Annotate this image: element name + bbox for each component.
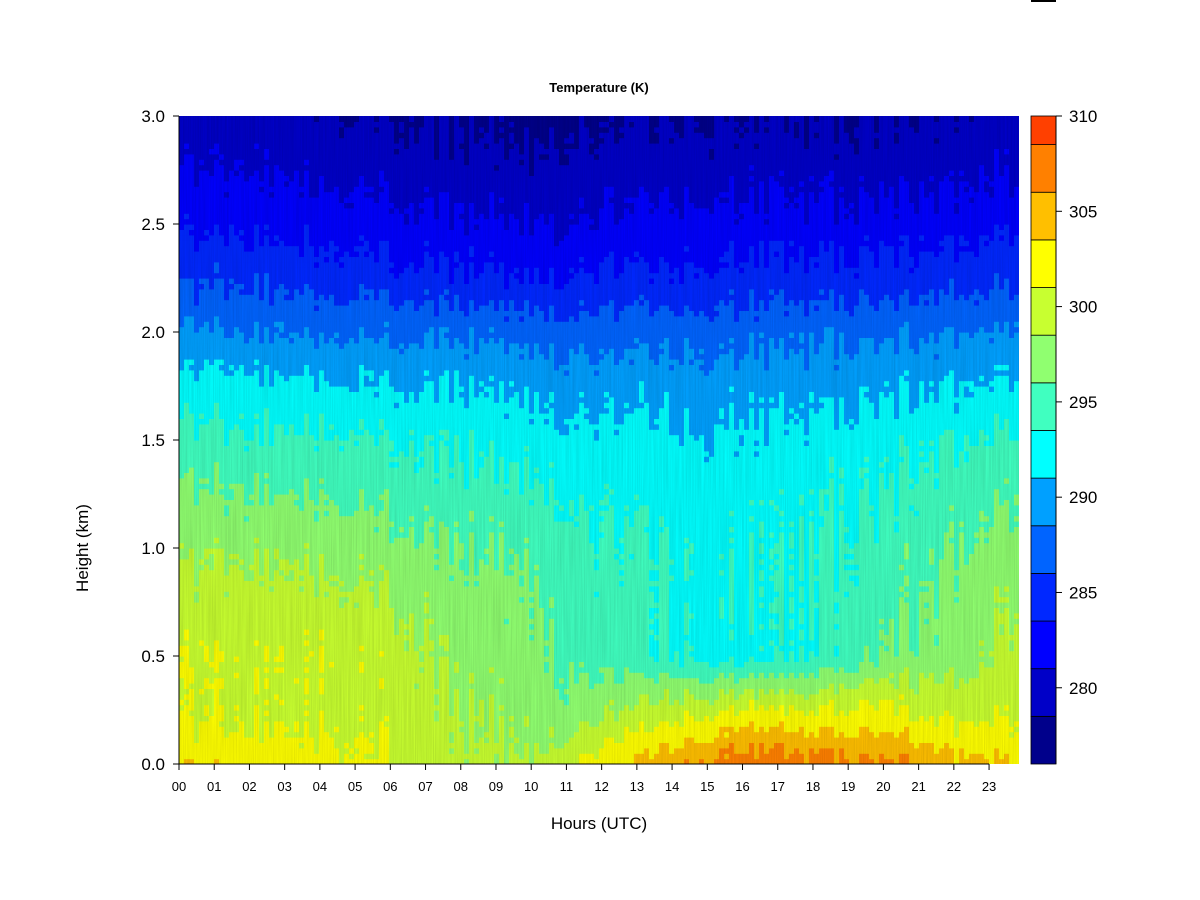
top-edge-mark <box>1031 0 1056 2</box>
chart-title: Temperature (K) <box>549 80 648 95</box>
